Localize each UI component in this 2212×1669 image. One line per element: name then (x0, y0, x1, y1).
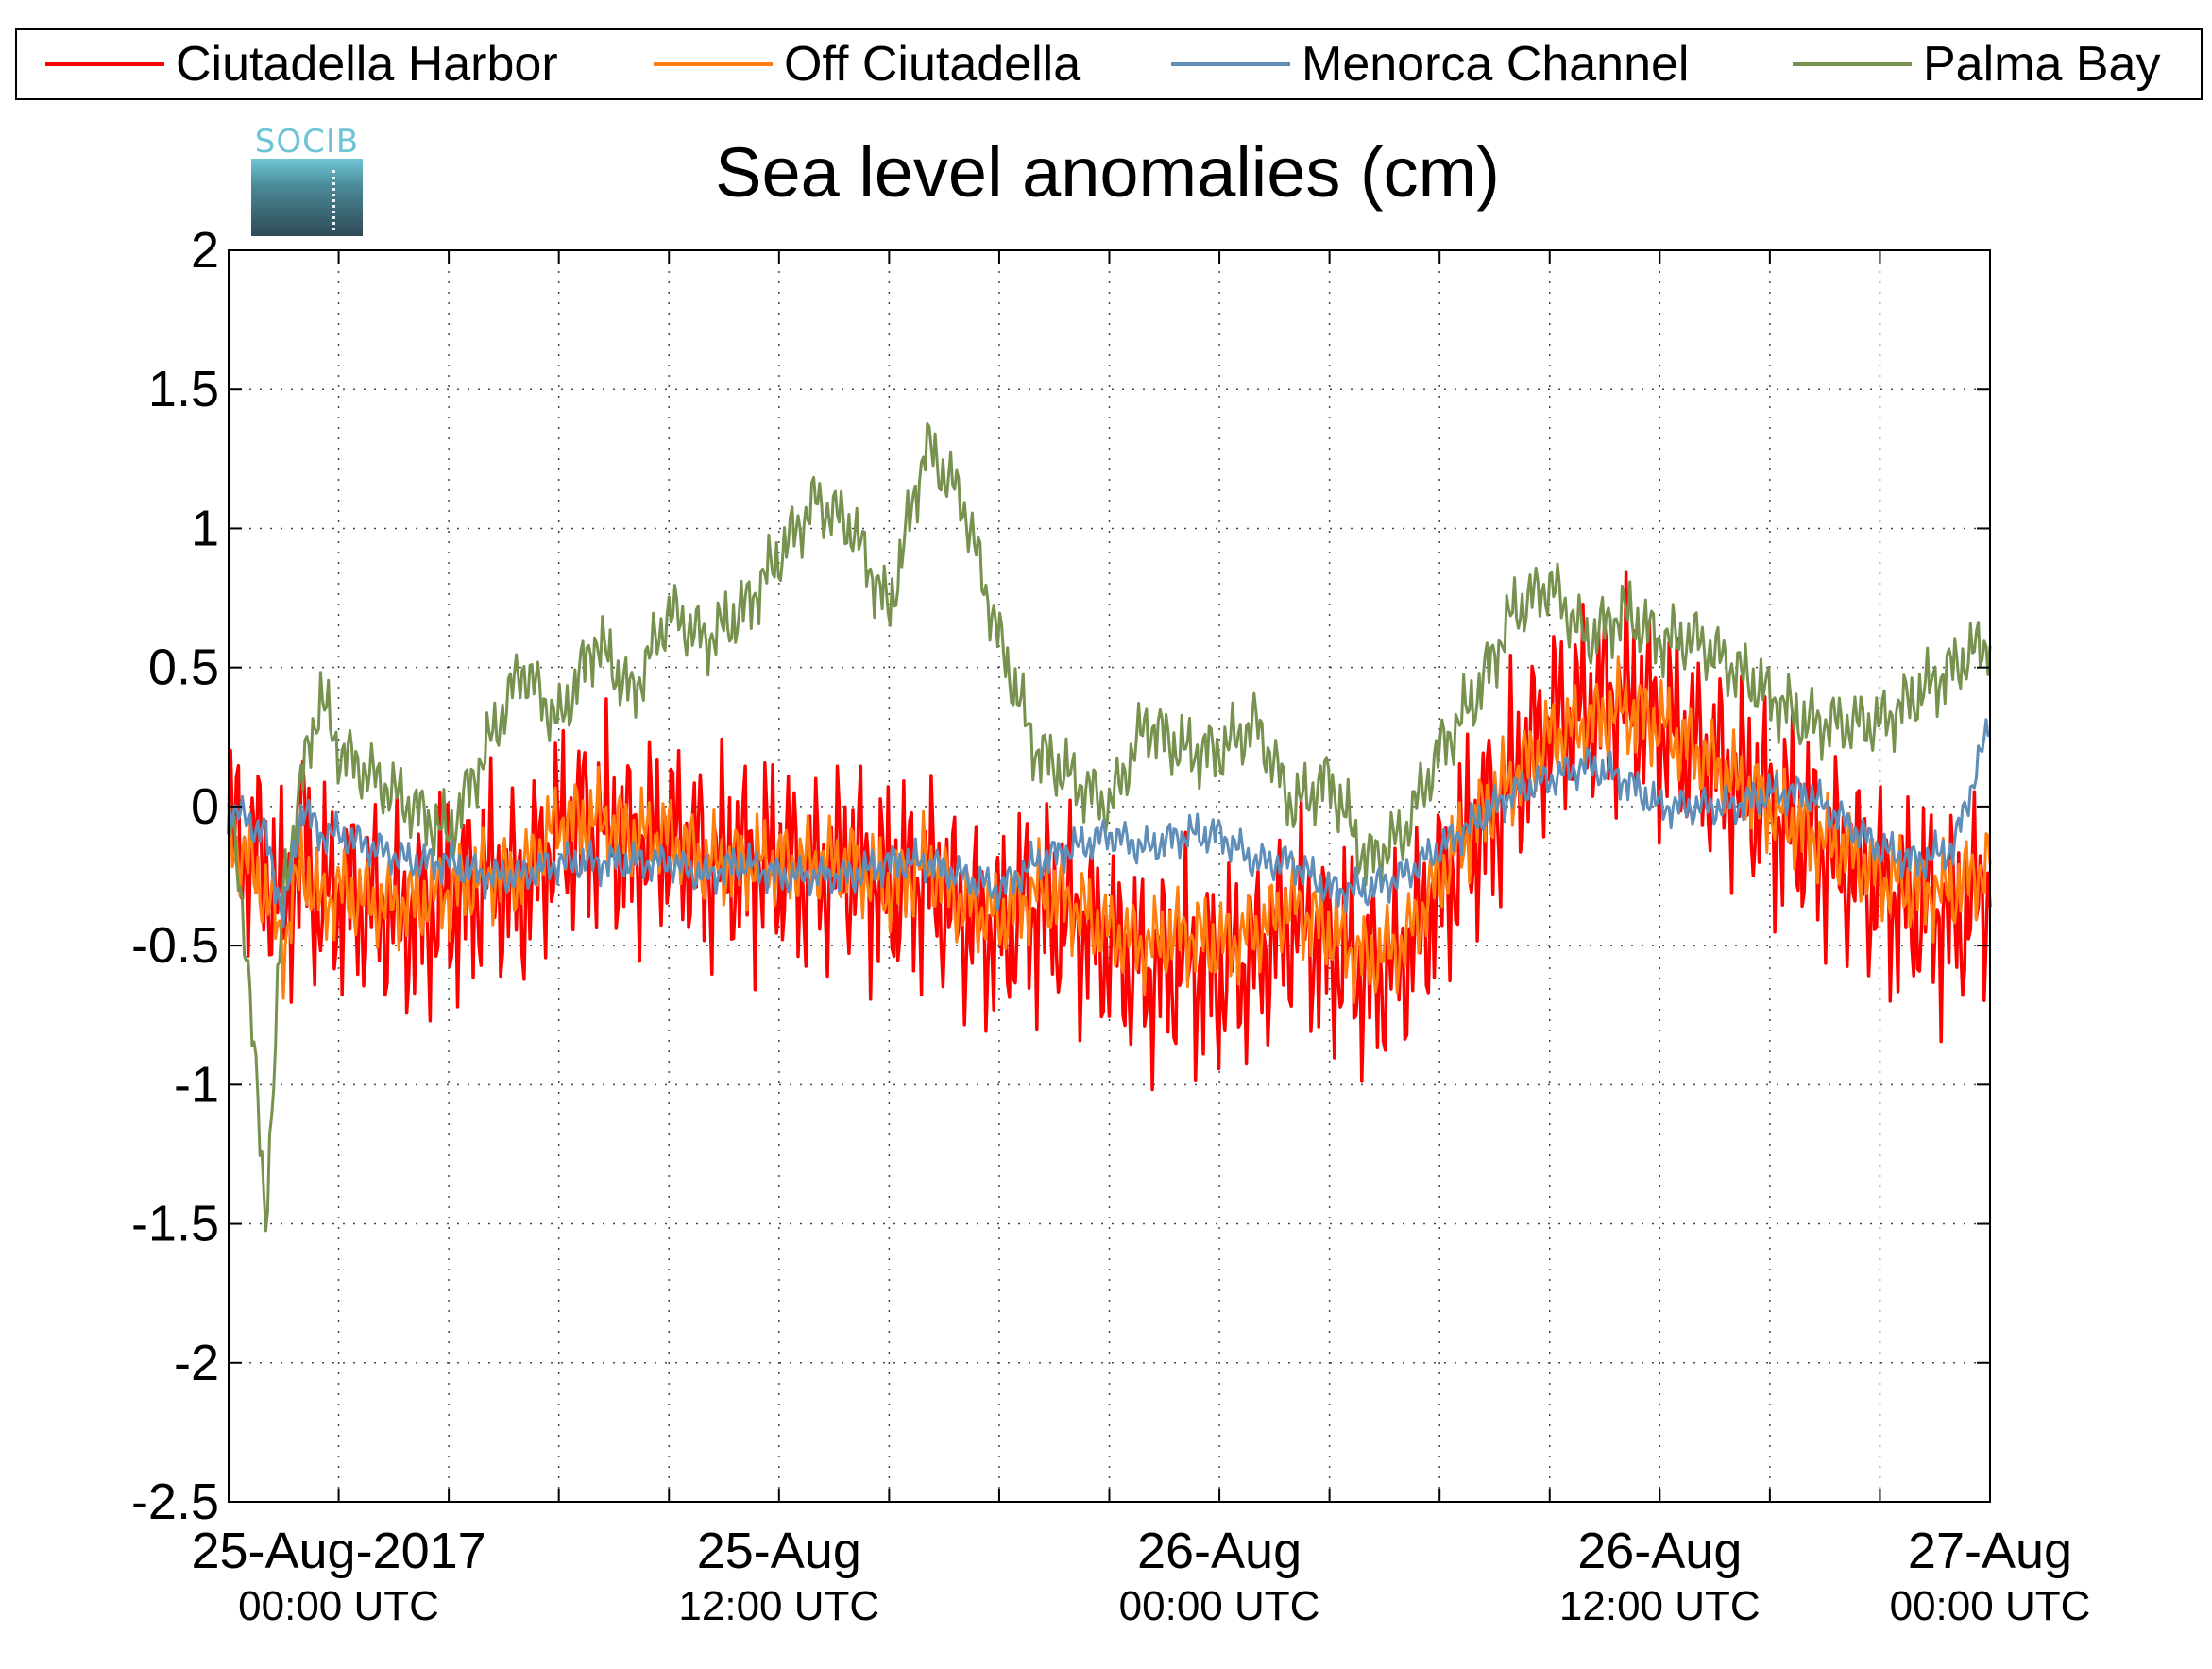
legend-swatch (1793, 62, 1912, 66)
x-tick-label-time: 00:00 UTC (1119, 1583, 1320, 1629)
y-tick-label: -2 (174, 1335, 219, 1391)
x-tick-label-date: 25-Aug (697, 1523, 861, 1579)
series-lines (227, 422, 1992, 1233)
x-tick-label-date: 27-Aug (1908, 1523, 2072, 1579)
series-line-palma-bay (227, 422, 1992, 1233)
legend-item-palma-bay: Palma Bay (1793, 30, 2160, 98)
legend-item-ciutadella-harbor: Ciutadella Harbor (45, 30, 558, 98)
axis-labels: 21.510.50-0.5-1-1.5-2-2.525-Aug-201700:0… (131, 222, 2090, 1629)
logo-wave-graphic (251, 159, 363, 236)
series-line-ciutadella-harbor (227, 570, 1992, 1092)
series-line-menorca-channel (227, 718, 1991, 928)
legend-label: Menorca Channel (1302, 37, 1690, 92)
series-line-off-ciutadella (227, 655, 1992, 1004)
y-tick-label: 0 (191, 778, 219, 835)
legend-label: Off Ciutadella (784, 37, 1081, 92)
x-tick-label-date: 26-Aug (1577, 1523, 1742, 1579)
y-tick-label: -1 (174, 1056, 219, 1113)
legend-item-menorca-channel: Menorca Channel (1171, 30, 1689, 98)
x-tick-label-time: 00:00 UTC (1890, 1583, 2091, 1629)
axis-ticks (229, 249, 1990, 1503)
y-tick-label: -1.5 (131, 1196, 219, 1252)
x-tick-label-date: 26-Aug (1137, 1523, 1302, 1579)
legend-item-off-ciutadella: Off Ciutadella (654, 30, 1080, 98)
x-tick-label-time: 12:00 UTC (1559, 1583, 1761, 1629)
y-tick-label: 0.5 (148, 639, 219, 696)
y-tick-label: -2.5 (131, 1473, 219, 1530)
y-tick-label: -0.5 (131, 917, 219, 974)
y-tick-label: 2 (191, 222, 219, 279)
legend-label: Ciutadella Harbor (176, 37, 558, 92)
grid-lines (229, 250, 1990, 1502)
legend-swatch (654, 62, 773, 66)
legend-swatch (1171, 62, 1290, 66)
x-tick-label-date: 25-Aug-2017 (191, 1523, 485, 1579)
legend-swatch (45, 62, 164, 66)
y-tick-label: 1 (191, 500, 219, 556)
legend-label: Palma Bay (1923, 37, 2161, 92)
chart-title: Sea level anomalies (cm) (715, 133, 1500, 212)
x-tick-label-time: 12:00 UTC (678, 1583, 879, 1629)
y-tick-label: 1.5 (148, 361, 219, 417)
socib-logo: SOCIB (251, 123, 363, 236)
logo-dash-mark (332, 170, 335, 230)
x-tick-label-time: 00:00 UTC (238, 1583, 439, 1629)
logo-text: SOCIB (254, 123, 360, 161)
chart-legend: Ciutadella Harbor Off Ciutadella Menorca… (15, 28, 2203, 100)
